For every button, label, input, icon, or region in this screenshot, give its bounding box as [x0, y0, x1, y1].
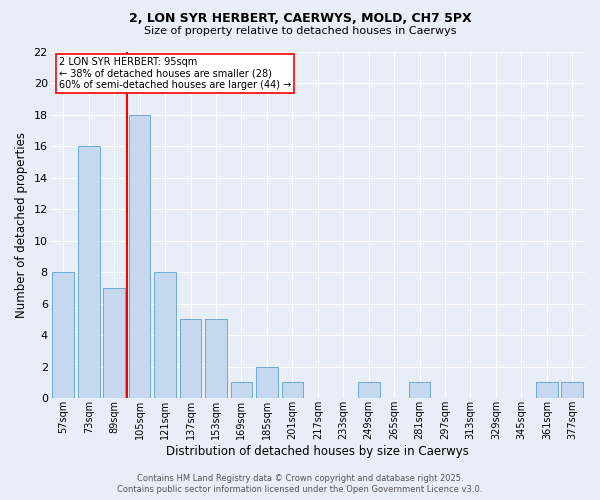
Bar — [78, 146, 100, 398]
Bar — [358, 382, 380, 398]
Text: 2, LON SYR HERBERT, CAERWYS, MOLD, CH7 5PX: 2, LON SYR HERBERT, CAERWYS, MOLD, CH7 5… — [128, 12, 472, 26]
Bar — [256, 366, 278, 398]
Text: Size of property relative to detached houses in Caerwys: Size of property relative to detached ho… — [144, 26, 456, 36]
Bar — [180, 320, 202, 398]
Bar — [52, 272, 74, 398]
Bar — [230, 382, 252, 398]
Text: 2 LON SYR HERBERT: 95sqm
← 38% of detached houses are smaller (28)
60% of semi-d: 2 LON SYR HERBERT: 95sqm ← 38% of detach… — [59, 56, 291, 90]
Bar — [205, 320, 227, 398]
Bar — [103, 288, 125, 398]
Bar — [536, 382, 557, 398]
Bar — [562, 382, 583, 398]
Bar — [154, 272, 176, 398]
Bar — [129, 114, 151, 398]
Text: Contains HM Land Registry data © Crown copyright and database right 2025.
Contai: Contains HM Land Registry data © Crown c… — [118, 474, 482, 494]
Y-axis label: Number of detached properties: Number of detached properties — [15, 132, 28, 318]
Bar — [281, 382, 303, 398]
X-axis label: Distribution of detached houses by size in Caerwys: Distribution of detached houses by size … — [166, 444, 469, 458]
Bar — [409, 382, 430, 398]
